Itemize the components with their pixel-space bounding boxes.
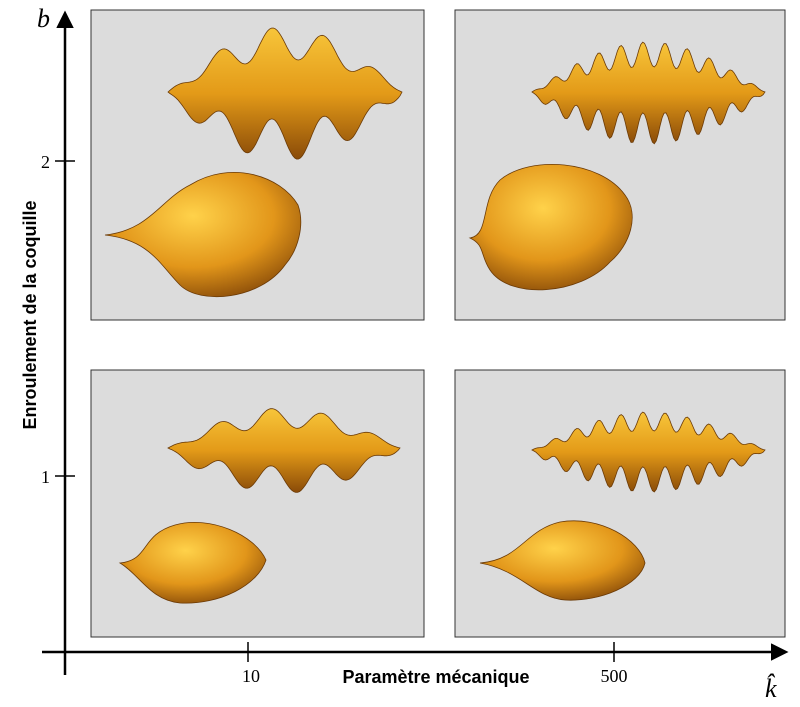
shell-side [479, 520, 646, 601]
shell-side [118, 521, 267, 604]
x-axis-symbol: k̂ [765, 674, 777, 703]
panel [90, 369, 425, 638]
x-axis-label: Paramètre mécanique [342, 667, 529, 687]
shell-top [167, 408, 401, 493]
y-axis-symbol: b [37, 4, 50, 33]
shell-top [531, 411, 766, 493]
shell-side [468, 164, 633, 291]
shell-illustrations [104, 27, 766, 604]
y-axis-label: Enroulement de la coquille [20, 200, 40, 429]
shell-top [531, 41, 766, 145]
x-tick-label: 500 [601, 666, 628, 686]
shell-top [167, 27, 403, 160]
panel [454, 369, 786, 638]
y-tick-label: 1 [41, 467, 50, 487]
y-tick-label: 2 [41, 152, 50, 172]
shell-side [104, 172, 302, 298]
x-tick-label: 10 [242, 666, 260, 686]
